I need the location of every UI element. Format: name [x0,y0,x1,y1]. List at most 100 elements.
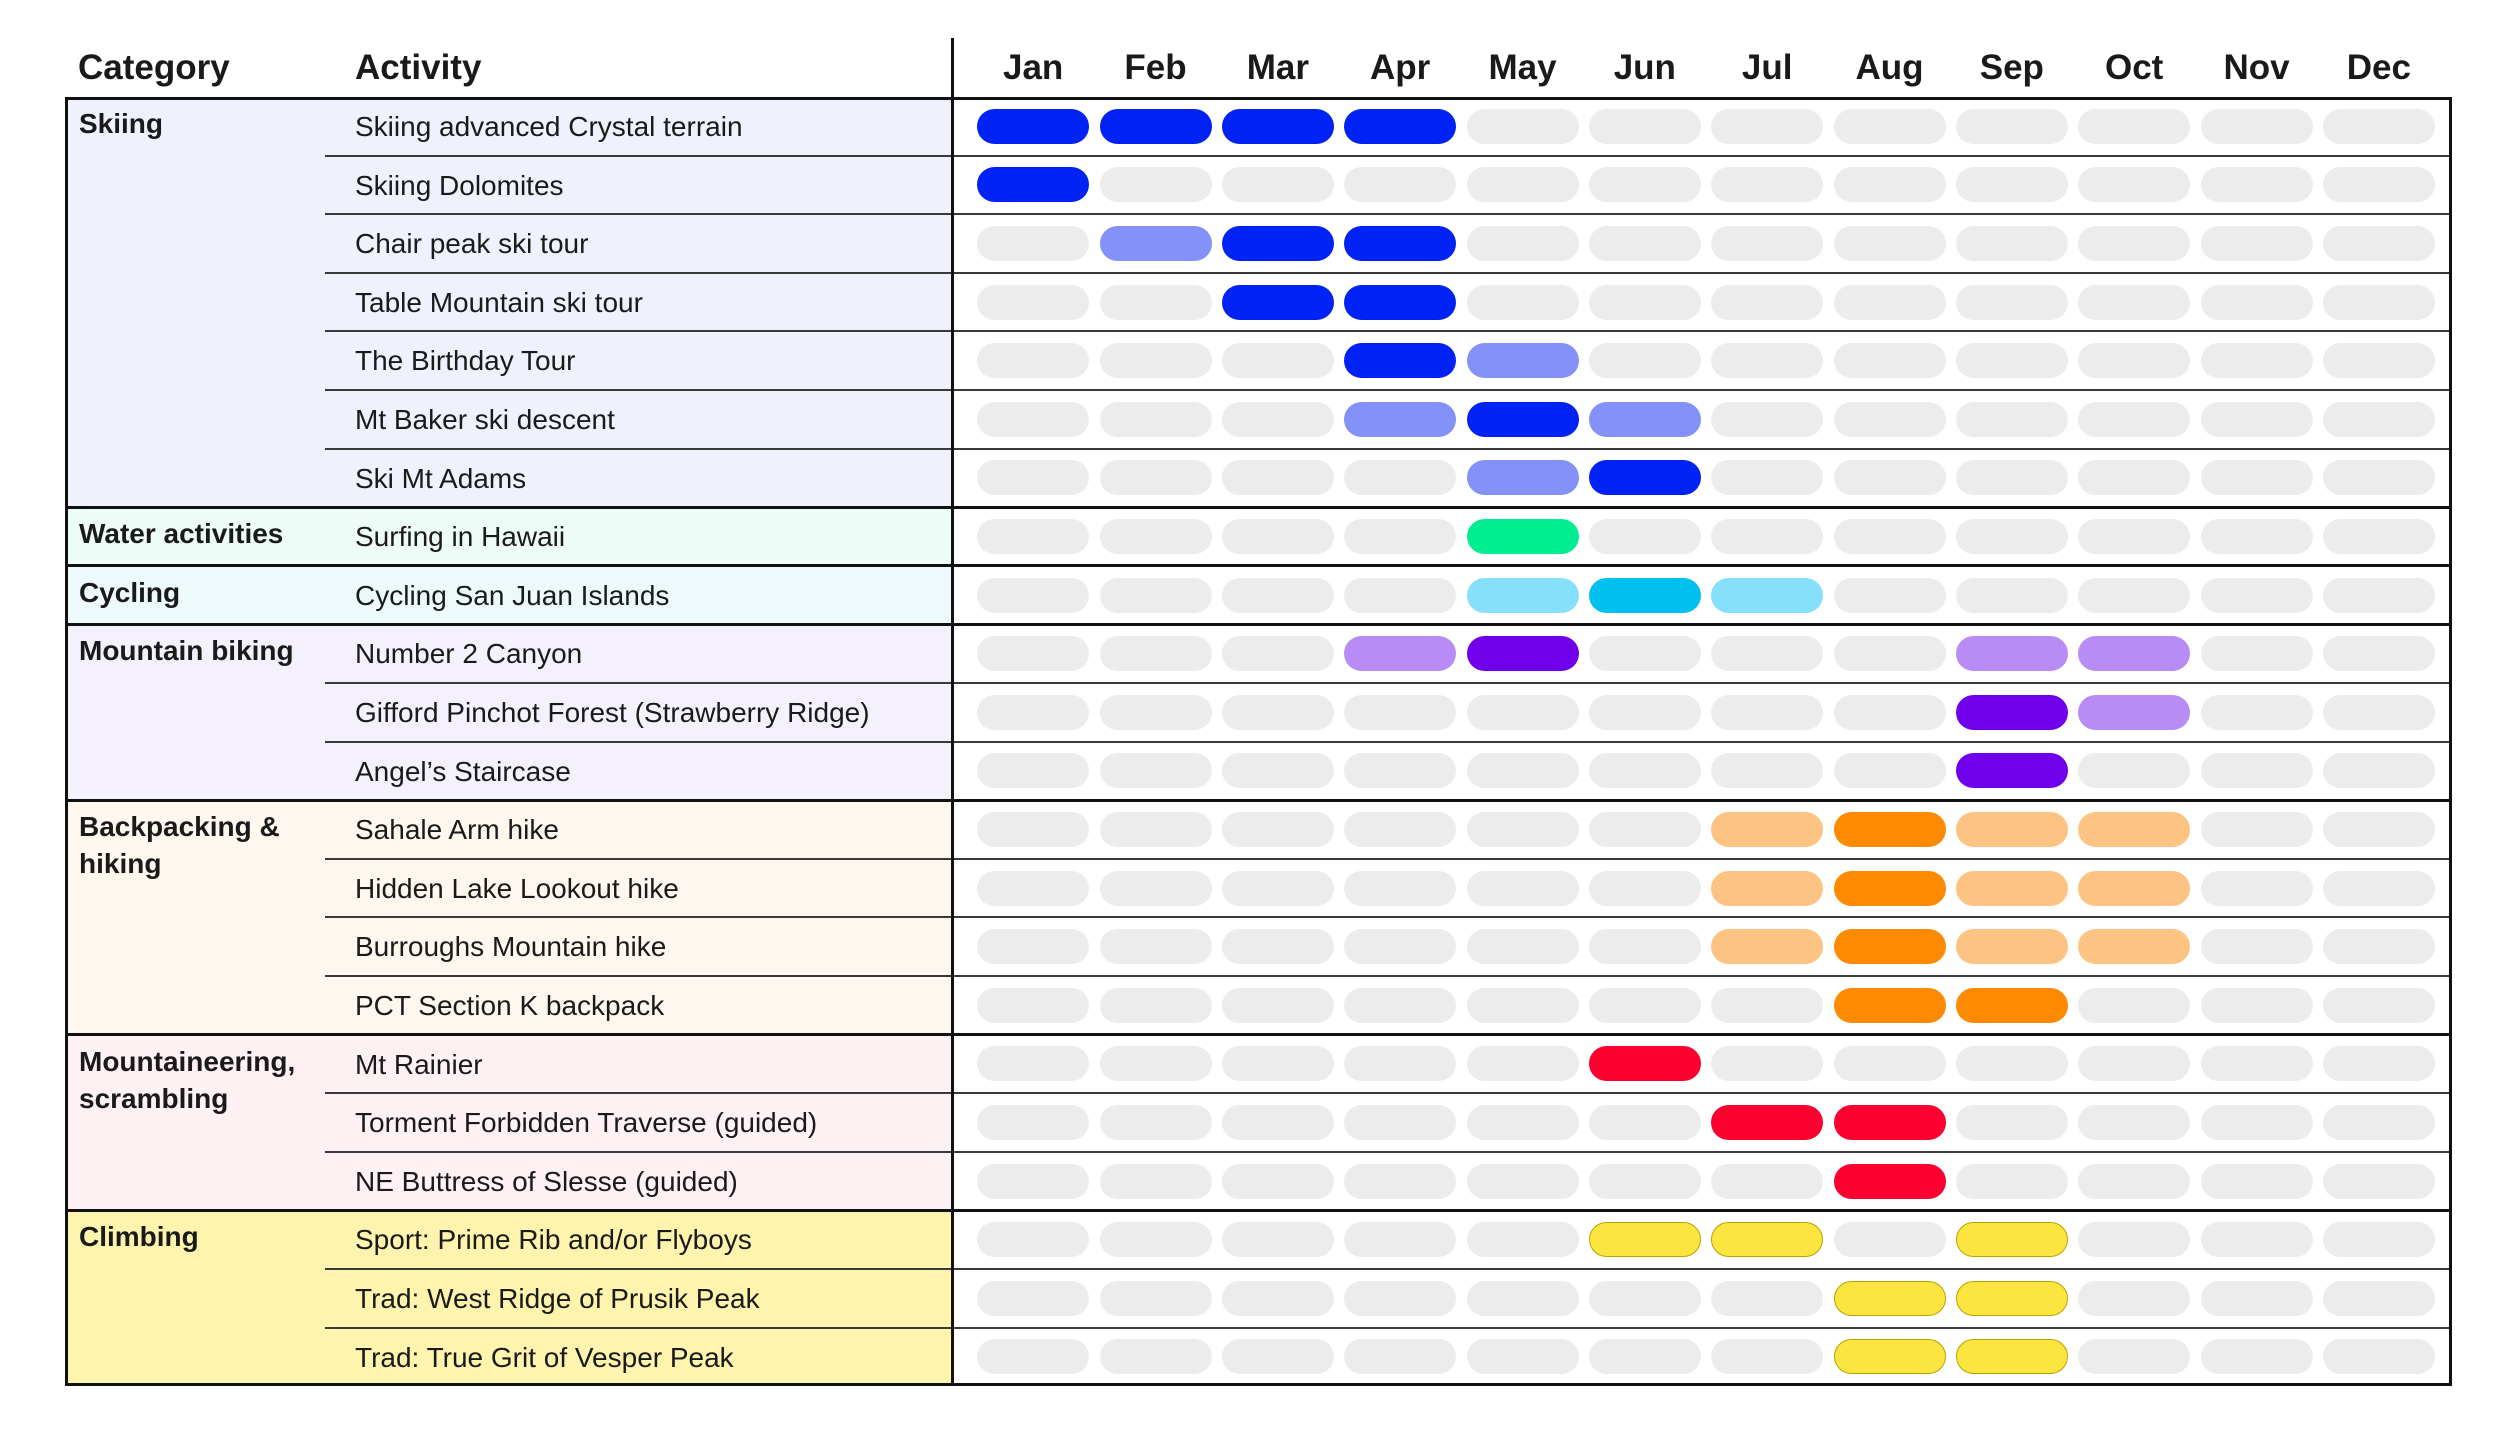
month-cell-jun [1588,519,1701,554]
month-cell-aug [1833,401,1946,437]
month-cell-sep [1955,1280,2068,1316]
month-cell-dec [2322,1105,2435,1140]
month-cell-mar [1221,1280,1334,1316]
month-header-jan: Jan [1003,48,1064,87]
month-cell-apr [1344,870,1457,906]
month-cell-jul [1711,987,1824,1023]
month-cell-sep [1955,284,2068,320]
month-cell-jun [1588,1339,1701,1375]
month-cell-aug [1833,460,1946,496]
month-cell-oct [2078,1105,2191,1140]
category-divider [65,798,2452,802]
month-cell-jul [1711,577,1824,613]
row-divider [325,271,2452,274]
category-header: Category [78,48,230,87]
month-cell-jun [1588,929,1701,965]
month-cell-jul [1711,167,1824,203]
month-cell-aug [1833,1105,1946,1140]
month-cell-jun [1588,460,1701,496]
activity-label: Burroughs Mountain hike [355,931,667,963]
month-cell-oct [2078,343,2191,379]
month-header-nov: Nov [2223,48,2290,87]
month-cell-jan [977,1105,1090,1140]
month-cell-may [1466,519,1579,554]
row-divider [325,1268,2452,1270]
month-cell-may [1466,812,1579,847]
category-label: Skiing [79,108,164,139]
month-cell-jun [1588,577,1701,613]
month-cell-mar [1221,636,1334,672]
month-cell-apr [1344,1222,1457,1258]
month-cell-nov [2200,753,2313,789]
category-divider [65,1208,2452,1212]
month-cell-jan [977,519,1090,554]
activity-month-divider [951,38,954,1387]
category-band [65,624,952,801]
row-divider [325,1326,2452,1329]
activity-label: Skiing Dolomites [355,169,564,201]
month-cell-jan [977,1280,1090,1316]
month-cell-aug [1833,694,1946,730]
month-cell-nov [2200,1105,2313,1140]
month-cell-nov [2200,226,2313,261]
month-cell-sep [1955,987,2068,1023]
month-cell-apr [1344,1163,1457,1199]
row-divider [325,1150,2452,1153]
activity-label: Gifford Pinchot Forest (Strawberry Ridge… [355,697,870,728]
month-cell-oct [2078,577,2191,613]
month-cell-may [1466,460,1579,496]
month-cell-apr [1344,226,1457,261]
month-cell-sep [1955,870,2068,906]
category-divider [65,505,2452,509]
month-cell-feb [1099,1105,1212,1140]
month-cell-jan [977,1339,1090,1375]
month-cell-jul [1711,343,1824,379]
category-label: Mountain biking [79,635,294,667]
month-header-jul: Jul [1741,48,1793,87]
month-cell-aug [1833,1339,1946,1375]
month-cell-nov [2200,870,2313,906]
month-cell-may [1466,636,1579,672]
category-divider [65,1033,2452,1037]
month-header-oct: Oct [2104,48,2164,87]
month-cell-jul [1711,284,1824,320]
month-cell-mar [1221,753,1334,789]
month-cell-oct [2078,519,2191,554]
month-cell-aug [1833,577,1946,613]
month-cell-jul [1711,929,1824,965]
month-cell-dec [2322,1222,2435,1258]
month-cell-oct [2078,1046,2191,1082]
row-divider [325,975,2452,977]
month-cell-jul [1711,1222,1824,1258]
month-cell-jan [977,284,1090,320]
month-cell-sep [1955,343,2068,379]
month-cell-oct [2078,987,2191,1023]
category-label: Cycling [79,576,181,608]
month-cell-feb [1099,636,1212,672]
row-divider [325,1092,2452,1095]
month-cell-may [1466,987,1579,1023]
month-cell-jan [977,577,1090,613]
month-cell-nov [2200,577,2313,613]
month-cell-aug [1833,167,1946,203]
month-cell-jan [977,812,1090,847]
month-cell-feb [1099,1280,1212,1316]
month-cell-dec [2322,108,2435,144]
month-cell-jul [1711,1280,1824,1316]
month-cell-dec [2322,167,2435,203]
month-cell-dec [2322,1163,2435,1199]
month-cell-feb [1099,284,1212,320]
month-cell-jun [1588,343,1701,379]
month-cell-aug [1833,812,1946,847]
month-cell-jul [1711,1046,1824,1082]
month-cell-jun [1588,753,1701,789]
month-cell-nov [2200,460,2313,496]
month-cell-may [1466,343,1579,379]
month-cell-sep [1955,1046,2068,1082]
month-cell-jul [1711,1339,1824,1375]
activity-label: Angel’s Staircase [355,755,571,787]
row-divider [325,389,2452,391]
row-divider [325,213,2452,216]
month-cell-jan [977,694,1090,730]
